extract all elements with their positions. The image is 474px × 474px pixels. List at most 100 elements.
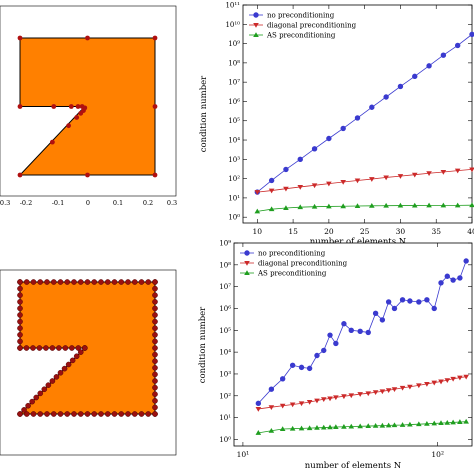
mesh-node [17,345,23,351]
x-tick-label: 15 [288,227,298,236]
mesh-node [33,394,40,401]
data-point [268,386,275,392]
series-line [258,376,467,410]
data-point [341,394,347,400]
mesh-node [61,365,68,372]
mesh-node [43,345,49,351]
data-point [426,202,432,208]
data-point [311,146,318,152]
data-point [354,115,361,121]
mesh-node [17,172,23,178]
data-point [438,420,444,426]
y-tick-label: 10⁵ [228,117,240,125]
y-tick-label: 10¹¹ [225,2,240,10]
data-point [454,42,461,49]
legend-label: diagonal preconditioning [258,260,348,268]
data-point [383,94,389,100]
data-point [385,422,392,428]
mesh-node [17,305,23,312]
data-point [283,205,289,210]
mesh-node [37,390,44,397]
y-tick-label: 10⁰ [228,214,240,222]
y-tick-label: 10⁷ [228,79,240,87]
mesh-node [111,411,118,417]
data-point [426,171,432,177]
mesh-node [17,285,23,292]
mesh-node [23,345,30,351]
x-tick-label: 40 [467,227,474,236]
mesh-node [98,279,104,285]
mesh-node [57,279,64,285]
data-point [311,203,318,209]
data-point [327,396,333,402]
mesh-node [152,351,158,358]
data-point [297,184,304,190]
mesh-node [104,279,111,285]
data-point [298,401,305,407]
mesh-node [75,104,81,109]
data-point [457,275,463,281]
mesh-node [152,358,158,365]
mesh-x-tick-label: 0.3 [167,199,177,207]
legend-marker [253,12,259,18]
y-tick-label: 10⁶ [228,98,240,106]
mesh-node [131,279,138,285]
mesh-node [50,139,55,145]
data-point [320,424,327,430]
data-point [391,305,398,312]
mesh-node [138,279,145,285]
data-point [372,390,379,396]
data-point [333,395,339,401]
data-point [431,380,438,386]
data-point [397,174,404,179]
legend-marker [244,250,250,256]
data-point [365,423,372,429]
data-point [354,203,361,208]
mesh-node [145,411,152,417]
data-point [348,393,355,399]
chart-bottom-legend: no preconditioning diagonal preconditioni… [240,250,348,278]
y-tick-label: 10⁹ [228,40,240,48]
chart-top-axes-frame [242,4,473,224]
y-tick-label: 10¹ [228,194,240,202]
mesh-node [118,411,125,417]
data-point [321,347,327,354]
mesh-node [77,411,84,417]
mesh-node [152,397,158,404]
mesh-node [125,411,131,417]
data-point [369,177,375,182]
mesh-node [29,398,35,405]
mesh-node [145,279,152,285]
mesh-node [17,298,23,305]
panel-bottom-left-mesh [0,269,177,456]
mesh-node [84,279,91,285]
series-line [258,421,467,434]
mesh-node [98,411,104,417]
mesh-node [57,411,64,417]
data-point [340,203,346,209]
y-tick-label: 10⁹ [219,240,231,248]
mesh-node [71,279,77,285]
mesh-node [152,378,158,384]
data-point [412,73,418,80]
y-tick-label: 10³ [228,156,240,164]
mesh-node [23,279,30,285]
data-point [463,374,469,380]
data-point [426,63,432,69]
chart-bottom-ylabel: condition number [198,306,208,383]
mesh-x-tick-label: -0.3 [0,199,10,207]
mesh-node [152,391,158,398]
data-point [333,424,339,429]
chart-bottom-ticks: 10⁰ 10¹ 10² 10³ 10⁴ 10⁵ 10⁶ 10⁷ 10⁸ 10⁹ 10¹ 10² [219,240,472,459]
data-point [279,426,286,431]
x-tick-label: 10¹ [237,450,250,459]
data-point [469,202,474,208]
data-point [333,340,339,347]
chart-top-series [254,31,474,214]
y-tick-label: 10⁸ [219,261,231,269]
data-point [379,422,386,428]
data-point [431,420,438,426]
mesh-node [85,35,90,41]
data-point [411,202,418,208]
mesh-node [125,279,131,285]
